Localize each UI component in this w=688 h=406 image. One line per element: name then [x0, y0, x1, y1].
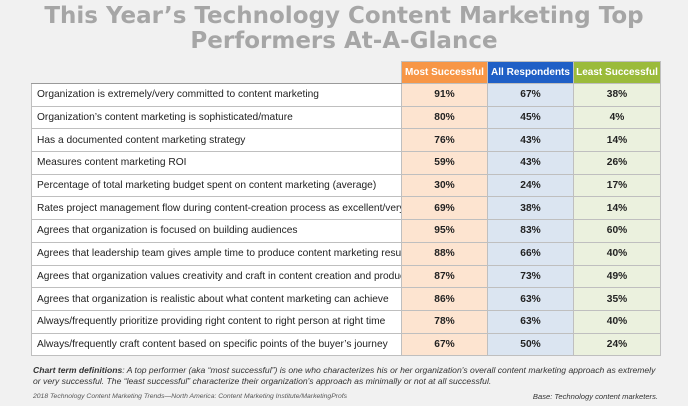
value-cell-all-respondents: 66%	[487, 241, 574, 266]
value-cell-least-successful: 17%	[573, 173, 661, 198]
value-cell-least-successful: 49%	[573, 264, 661, 289]
footnote-term: Chart term definitions	[33, 365, 123, 375]
table-row: Always/frequently prioritize providing r…	[31, 309, 661, 334]
value-cell-all-respondents: 38%	[487, 196, 574, 221]
chart-footnote: Chart term definitions: A top performer …	[33, 365, 663, 386]
value-cell-least-successful: 24%	[573, 332, 661, 357]
value-cell-most-successful: 76%	[401, 128, 488, 153]
table-row: Rates project management flow during con…	[31, 196, 661, 221]
results-table: Most Successful All Respondents Least Su…	[31, 61, 661, 357]
value-cell-all-respondents: 43%	[487, 151, 574, 175]
value-cell-all-respondents: 63%	[487, 287, 574, 311]
value-cell-least-successful: 40%	[573, 309, 661, 334]
value-cell-least-successful: 26%	[573, 151, 661, 175]
value-cell-all-respondents: 63%	[487, 309, 574, 334]
table-row: Agrees that leadership team gives ample …	[31, 241, 661, 266]
table-row: Agrees that organization values creativi…	[31, 264, 661, 289]
column-header-least-successful: Least Successful	[573, 61, 661, 84]
value-cell-most-successful: 69%	[401, 196, 488, 221]
value-cell-most-successful: 86%	[401, 287, 488, 311]
table-body: Organization is extremely/very committed…	[31, 83, 661, 357]
value-cell-all-respondents: 50%	[487, 332, 574, 357]
chart-title-line-2: Performers At-A-Glance	[190, 28, 498, 54]
table-row: Organization is extremely/very committed…	[31, 83, 661, 107]
value-cell-most-successful: 95%	[401, 219, 488, 243]
value-cell-all-respondents: 43%	[487, 128, 574, 153]
value-cell-most-successful: 80%	[401, 105, 488, 130]
value-cell-least-successful: 4%	[573, 105, 661, 130]
value-cell-least-successful: 40%	[573, 241, 661, 266]
column-header-all-respondents: All Respondents	[487, 61, 574, 84]
column-header-most-successful: Most Successful	[401, 61, 488, 84]
table-row: Organization’s content marketing is soph…	[31, 105, 661, 130]
value-cell-all-respondents: 45%	[487, 105, 574, 130]
row-label: Measures content marketing ROI	[31, 151, 402, 175]
value-cell-most-successful: 67%	[401, 332, 488, 357]
row-label: Organization’s content marketing is soph…	[31, 105, 402, 130]
footnote-text: : A top performer (aka “most successful”…	[33, 365, 656, 386]
value-cell-least-successful: 14%	[573, 128, 661, 153]
table-row: Has a documented content marketing strat…	[31, 128, 661, 153]
value-cell-all-respondents: 83%	[487, 219, 574, 243]
row-label: Agrees that leadership team gives ample …	[31, 241, 402, 266]
value-cell-most-successful: 30%	[401, 173, 488, 198]
value-cell-all-respondents: 67%	[487, 83, 574, 107]
chart-title-line-1: This Year’s Technology Content Marketing…	[44, 3, 644, 29]
value-cell-least-successful: 35%	[573, 287, 661, 311]
value-cell-least-successful: 14%	[573, 196, 661, 221]
value-cell-most-successful: 59%	[401, 151, 488, 175]
value-cell-most-successful: 88%	[401, 241, 488, 266]
value-cell-most-successful: 87%	[401, 264, 488, 289]
row-label: Has a documented content marketing strat…	[31, 128, 402, 153]
row-label: Percentage of total marketing budget spe…	[31, 173, 402, 198]
row-label: Agrees that organization is focused on b…	[31, 219, 402, 243]
table-row: Measures content marketing ROI 59% 43% 26%	[31, 151, 661, 175]
row-label: Rates project management flow during con…	[31, 196, 402, 221]
value-cell-all-respondents: 24%	[487, 173, 574, 198]
value-cell-most-successful: 91%	[401, 83, 488, 107]
row-label: Agrees that organization is realistic ab…	[31, 287, 402, 311]
row-label: Agrees that organization values creativi…	[31, 264, 402, 289]
header-blank-cell	[31, 61, 402, 84]
table-header-row: Most Successful All Respondents Least Su…	[31, 61, 661, 84]
value-cell-most-successful: 78%	[401, 309, 488, 334]
base-note: Base: Technology content marketers.	[532, 392, 658, 401]
row-label: Always/frequently craft content based on…	[31, 332, 402, 357]
source-note: 2018 Technology Content Marketing Trends…	[33, 393, 348, 400]
value-cell-least-successful: 38%	[573, 83, 661, 107]
value-cell-least-successful: 60%	[573, 219, 661, 243]
table-row: Agrees that organization is focused on b…	[31, 219, 661, 243]
table-row: Always/frequently craft content based on…	[31, 332, 661, 357]
table-row: Agrees that organization is realistic ab…	[31, 287, 661, 311]
row-label: Always/frequently prioritize providing r…	[31, 309, 402, 334]
table-row: Percentage of total marketing budget spe…	[31, 173, 661, 198]
value-cell-all-respondents: 73%	[487, 264, 574, 289]
row-label: Organization is extremely/very committed…	[31, 83, 402, 107]
chart-title: This Year’s Technology Content Marketing…	[0, 4, 688, 54]
